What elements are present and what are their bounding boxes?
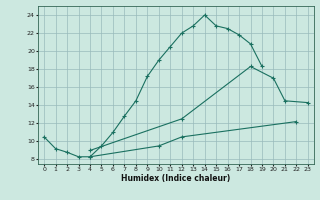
X-axis label: Humidex (Indice chaleur): Humidex (Indice chaleur) bbox=[121, 174, 231, 183]
